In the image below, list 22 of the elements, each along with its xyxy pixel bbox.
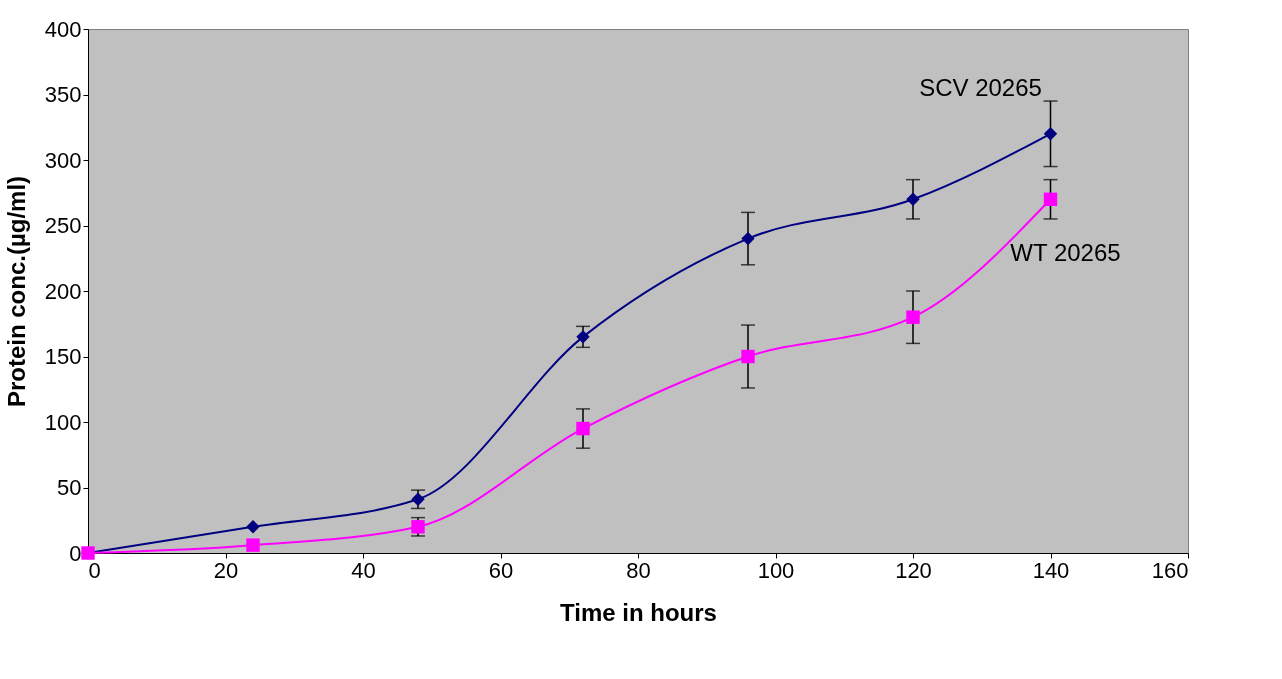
y-tick-label: 300 [44, 147, 82, 173]
y-tick-label: 0 [69, 540, 82, 566]
y-tick-label: 150 [44, 344, 82, 369]
y-tick-label: 250 [44, 213, 82, 238]
x-tick-label: 0 [88, 557, 101, 583]
x-tick-label: 20 [213, 557, 239, 583]
y-tick-label: 50 [57, 475, 82, 500]
y-axis-title: Protein conc.(µg/ml) [2, 175, 30, 408]
y-tick-label: 200 [44, 278, 82, 304]
x-tick-label: 140 [1032, 557, 1070, 583]
x-tick-label: 120 [895, 557, 932, 583]
series-label: SCV 20265 [919, 73, 1042, 101]
series-label: WT 20265 [1010, 239, 1121, 267]
x-tick-label: 60 [488, 557, 514, 583]
x-tick-label: 40 [351, 557, 376, 583]
y-tick-label: 400 [44, 16, 82, 42]
x-axis-title: Time in hours [560, 598, 717, 626]
y-tick-label: 100 [44, 409, 82, 435]
y-tick-label: 350 [44, 82, 82, 107]
x-tick-label: 160 [1151, 557, 1189, 583]
x-tick-label: 80 [626, 557, 651, 583]
x-tick-label: 100 [757, 557, 795, 583]
